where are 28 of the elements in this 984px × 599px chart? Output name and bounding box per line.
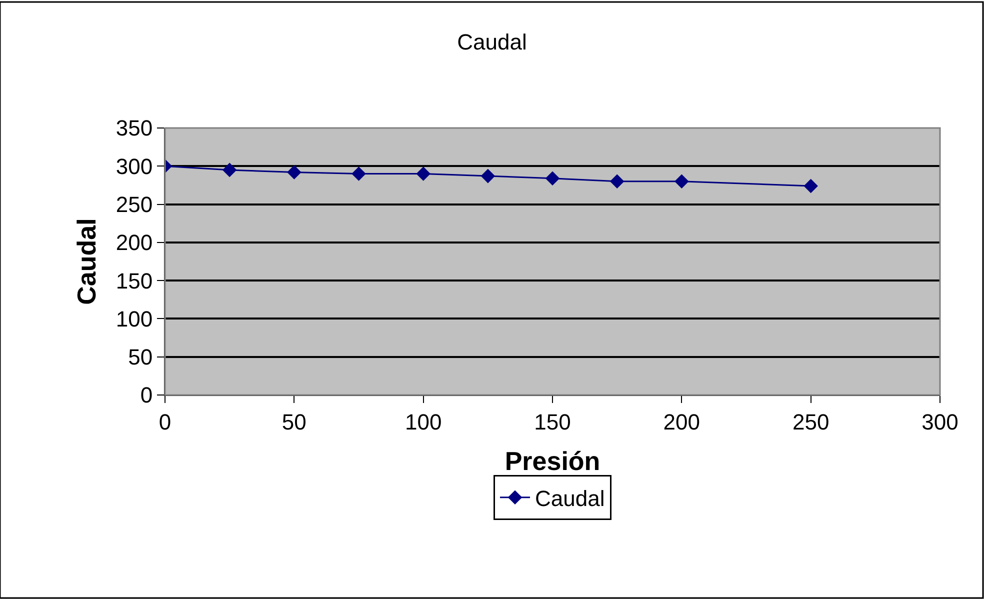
y-tick-label: 150 [116,268,153,294]
point [416,166,430,181]
y-tick-label: 100 [116,306,153,332]
y-tick-label: 250 [116,192,153,217]
x-axis-title: Presión [504,446,600,476]
point [480,168,496,184]
y-tick-label: 0 [140,382,153,408]
point [545,171,560,186]
y-tick-label: 350 [116,116,153,141]
y-tick-label: 200 [116,230,153,256]
point [674,174,689,189]
point [610,174,624,189]
y-tick-label: 300 [116,154,153,179]
chart-title: Caudal [457,30,527,55]
x-tick-label: 300 [922,409,958,434]
x-tick-label: 150 [534,409,571,434]
x-tick-label: 200 [663,409,700,434]
x-tick-label: 0 [158,409,172,434]
y-tick-label: 50 [128,344,153,370]
point [352,166,366,181]
x-tick-label: 250 [792,409,830,434]
point [222,162,237,178]
legend-label: Caudal [535,486,605,511]
y-axis-title: Caudal [71,218,102,305]
point [804,178,818,194]
point [287,165,302,180]
x-tick-label: 50 [282,409,306,434]
x-tick-label: 100 [404,409,442,434]
